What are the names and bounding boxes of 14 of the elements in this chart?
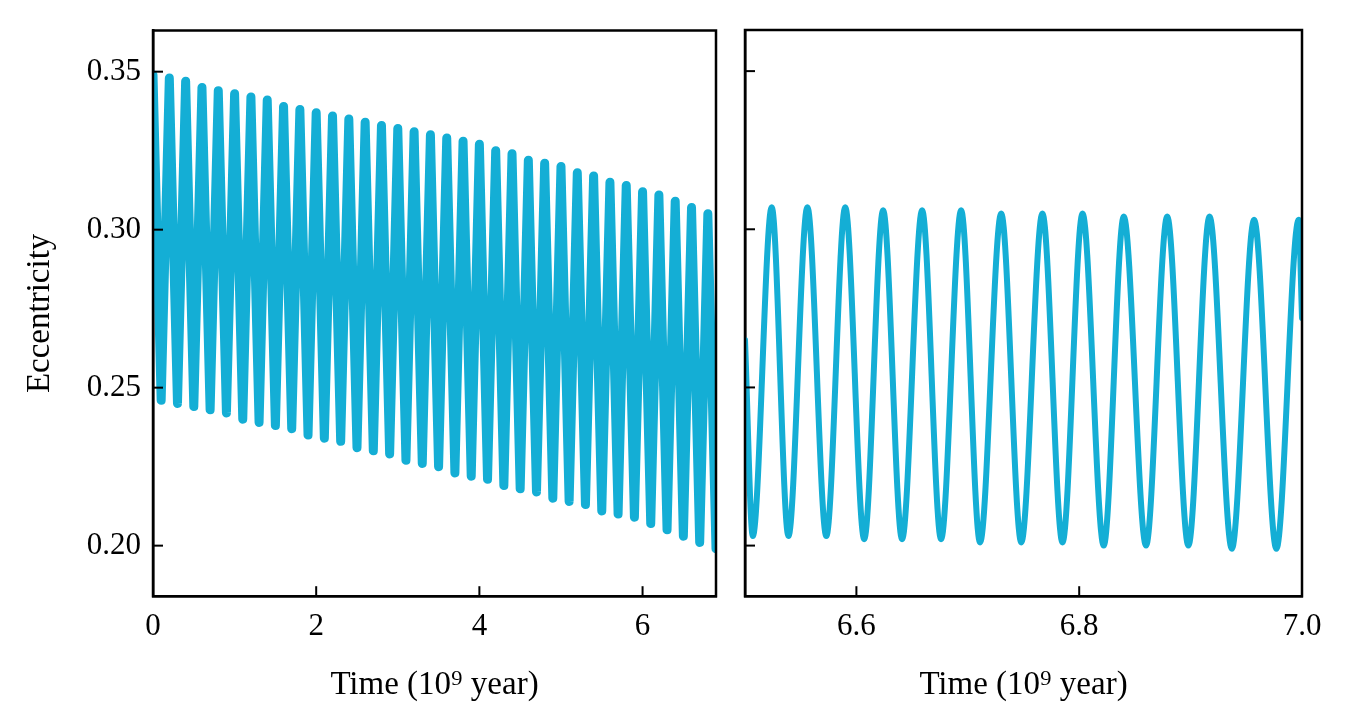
x-tick-label: 7.0 — [1282, 606, 1322, 642]
x-tick-label: 0 — [145, 606, 161, 642]
x-tick-label: 2 — [308, 606, 324, 642]
x-axis-title: Time (10⁹ year) — [330, 664, 539, 702]
x-tick-label: 6.8 — [1059, 606, 1099, 642]
y-axis-title: Eccentricity — [20, 233, 57, 394]
x-tick-label: 6 — [634, 606, 651, 642]
x-axis-title: Time (10⁹ year) — [919, 664, 1128, 702]
x-tick-label: 4 — [471, 606, 488, 642]
y-tick-label: 0.30 — [86, 209, 141, 245]
x-tick-label: 6.6 — [837, 606, 876, 642]
y-tick-label: 0.35 — [86, 51, 141, 87]
y-tick-label: 0.20 — [86, 525, 141, 561]
y-tick-label: 0.25 — [86, 367, 141, 403]
